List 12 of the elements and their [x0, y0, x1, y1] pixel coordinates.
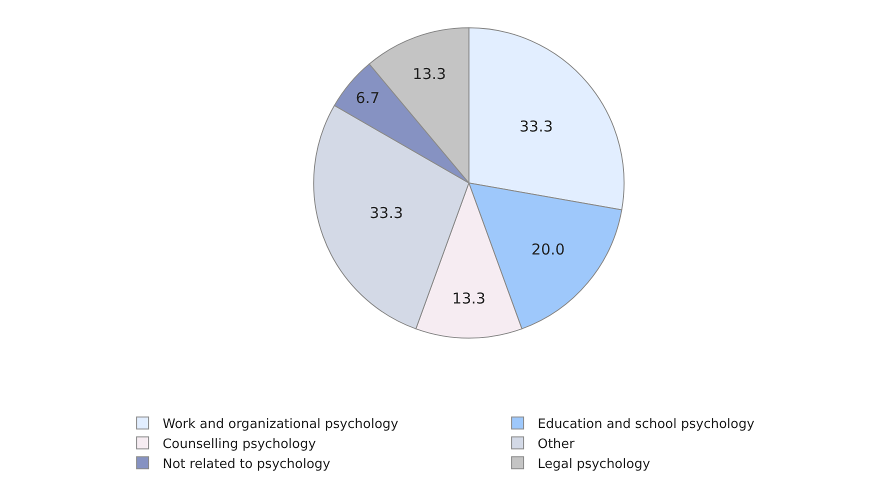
data-label: 13.3	[412, 65, 446, 84]
legend-label: Other	[538, 436, 576, 452]
data-label: 6.7	[356, 89, 380, 108]
data-label: 20.0	[531, 240, 565, 258]
data-label: 33.3	[519, 117, 553, 136]
legend-label: Not related to psychology	[162, 456, 331, 472]
legend-label: Legal psychology	[538, 456, 650, 472]
legend-label: Counselling psychology	[162, 436, 316, 452]
data-label: 33.3	[370, 204, 404, 222]
data-label: 13.3	[452, 290, 486, 308]
legend-label: Work and organizational psychology	[162, 417, 399, 432]
legend-label: Education and school psychology	[538, 417, 755, 432]
